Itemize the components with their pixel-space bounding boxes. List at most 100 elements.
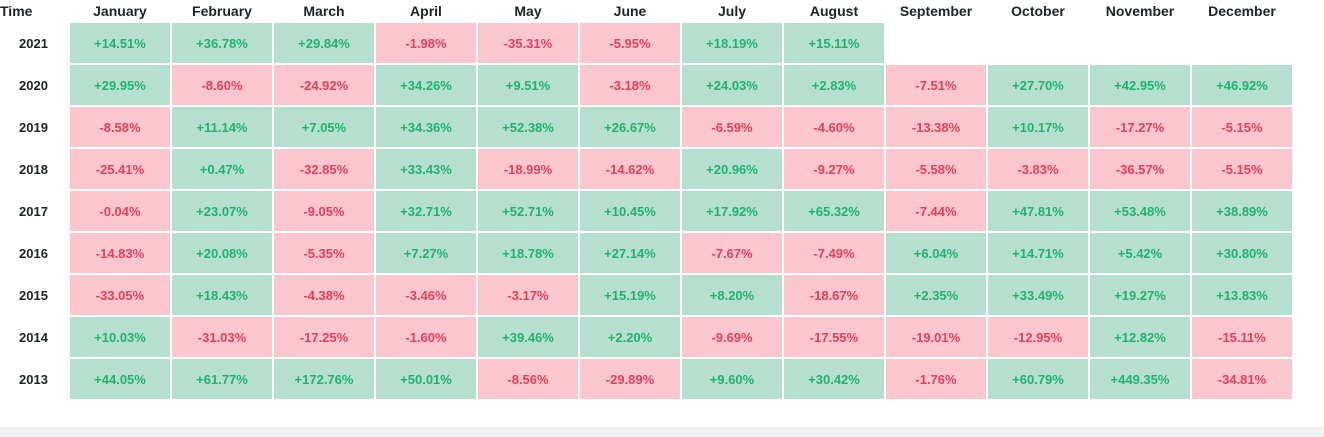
- table-row: 2020 +29.95% -8.60% -24.92% +34.26% +9.51% -3.…: [0, 65, 1292, 105]
- return-cell: -1.76%: [886, 359, 986, 399]
- return-cell: -9.27%: [784, 149, 884, 189]
- return-cell: +30.42%: [784, 359, 884, 399]
- return-cell: -9.05%: [274, 191, 374, 231]
- return-cell: +33.43%: [376, 149, 476, 189]
- table-row: 2019 -8.58% +11.14% +7.05% +34.36% +52.38% +26…: [0, 107, 1292, 147]
- return-cell: -14.62%: [580, 149, 680, 189]
- return-cell: +47.81%: [988, 191, 1088, 231]
- year-cell: 2019: [0, 107, 68, 147]
- year-cell: 2021: [0, 23, 68, 63]
- return-cell: -24.92%: [274, 65, 374, 105]
- return-cell: +14.51%: [70, 23, 170, 63]
- table-row: 2018 -25.41% +0.47% -32.85% +33.43% -18.99% -1…: [0, 149, 1292, 189]
- return-cell: -4.60%: [784, 107, 884, 147]
- year-label: 2021: [19, 35, 48, 51]
- monthly-returns-table: Time January February March April May Ju…: [0, 2, 1292, 399]
- return-cell: +33.49%: [988, 275, 1088, 315]
- return-cell: -25.41%: [70, 149, 170, 189]
- return-cell: +15.19%: [580, 275, 680, 315]
- return-cell: +13.83%: [1192, 275, 1292, 315]
- return-cell: -0.04%: [70, 191, 170, 231]
- month-header: January: [93, 2, 147, 19]
- return-cell: -4.38%: [274, 275, 374, 315]
- return-cell: +18.78%: [478, 233, 578, 273]
- return-cell: +52.71%: [478, 191, 578, 231]
- year-label: 2016: [19, 245, 48, 261]
- return-cell: +11.14%: [172, 107, 272, 147]
- return-cell: -18.67%: [784, 275, 884, 315]
- year-label: 2018: [19, 161, 48, 177]
- return-cell: +52.38%: [478, 107, 578, 147]
- year-label: 2014: [19, 329, 48, 345]
- table-row: 2017 -0.04% +23.07% -9.05% +32.71% +52.71% +10…: [0, 191, 1292, 231]
- return-cell: +39.46%: [478, 317, 578, 357]
- return-cell: -29.89%: [580, 359, 680, 399]
- return-cell: -14.83%: [70, 233, 170, 273]
- month-header: October: [1011, 2, 1065, 19]
- year-cell: 2015: [0, 275, 68, 315]
- return-cell: +42.95%: [1090, 65, 1190, 105]
- return-cell: +26.67%: [580, 107, 680, 147]
- return-cell: +18.19%: [682, 23, 782, 63]
- return-cell: +17.92%: [682, 191, 782, 231]
- time-column-header: Time: [0, 2, 33, 19]
- year-cell: 2020: [0, 65, 68, 105]
- return-cell: -34.81%: [1192, 359, 1292, 399]
- return-cell: -7.67%: [682, 233, 782, 273]
- return-cell: -7.51%: [886, 65, 986, 105]
- year-cell: 2014: [0, 317, 68, 357]
- month-header: December: [1208, 2, 1276, 19]
- year-label: 2019: [19, 119, 48, 135]
- return-cell: +10.17%: [988, 107, 1088, 147]
- month-header: April: [410, 2, 442, 19]
- month-header: May: [514, 2, 542, 19]
- return-cell: -5.15%: [1192, 149, 1292, 189]
- return-cell: -12.95%: [988, 317, 1088, 357]
- return-cell: +32.71%: [376, 191, 476, 231]
- return-cell: +61.77%: [172, 359, 272, 399]
- return-cell: +7.27%: [376, 233, 476, 273]
- return-cell: +10.45%: [580, 191, 680, 231]
- return-cell: -3.83%: [988, 149, 1088, 189]
- return-cell: -36.57%: [1090, 149, 1190, 189]
- return-cell: +24.03%: [682, 65, 782, 105]
- return-cell: +36.78%: [172, 23, 272, 63]
- return-cell: +2.35%: [886, 275, 986, 315]
- return-cell: +27.14%: [580, 233, 680, 273]
- year-label: 2017: [19, 203, 48, 219]
- year-label: 2013: [19, 371, 48, 387]
- return-cell: +29.84%: [274, 23, 374, 63]
- return-cell: -32.85%: [274, 149, 374, 189]
- return-cell: -7.44%: [886, 191, 986, 231]
- return-cell: +53.48%: [1090, 191, 1190, 231]
- return-cell: -9.69%: [682, 317, 782, 357]
- return-cell: -5.95%: [580, 23, 680, 63]
- return-cell: +15.11%: [784, 23, 884, 63]
- month-header: November: [1105, 2, 1175, 19]
- return-cell: -31.03%: [172, 317, 272, 357]
- return-cell: -1.98%: [376, 23, 476, 63]
- table-row: 2016 -14.83% +20.08% -5.35% +7.27% +18.78% +27…: [0, 233, 1292, 273]
- return-cell: +20.96%: [682, 149, 782, 189]
- return-cell: -19.01%: [886, 317, 986, 357]
- empty-cell: [988, 23, 1088, 63]
- table-row: 2021 +14.51% +36.78% +29.84% -1.98% -35.31% -5…: [0, 23, 1292, 63]
- empty-cell: [886, 23, 986, 63]
- return-cell: +9.51%: [478, 65, 578, 105]
- table-row: 2015 -33.05% +18.43% -4.38% -3.46% -3.17% +15.…: [0, 275, 1292, 315]
- month-header: February: [192, 2, 252, 19]
- return-cell: -1.60%: [376, 317, 476, 357]
- return-cell: -5.15%: [1192, 107, 1292, 147]
- return-cell: +29.95%: [70, 65, 170, 105]
- return-cell: -7.49%: [784, 233, 884, 273]
- return-cell: +38.89%: [1192, 191, 1292, 231]
- table-row: 2014 +10.03% -31.03% -17.25% -1.60% +39.46% +2…: [0, 317, 1292, 357]
- return-cell: -8.60%: [172, 65, 272, 105]
- return-cell: +19.27%: [1090, 275, 1190, 315]
- return-cell: +8.20%: [682, 275, 782, 315]
- return-cell: +34.26%: [376, 65, 476, 105]
- table-body: 2021 +14.51% +36.78% +29.84% -1.98% -35.31% -5…: [0, 23, 1292, 399]
- return-cell: -8.58%: [70, 107, 170, 147]
- return-cell: +50.01%: [376, 359, 476, 399]
- month-header: July: [717, 2, 746, 19]
